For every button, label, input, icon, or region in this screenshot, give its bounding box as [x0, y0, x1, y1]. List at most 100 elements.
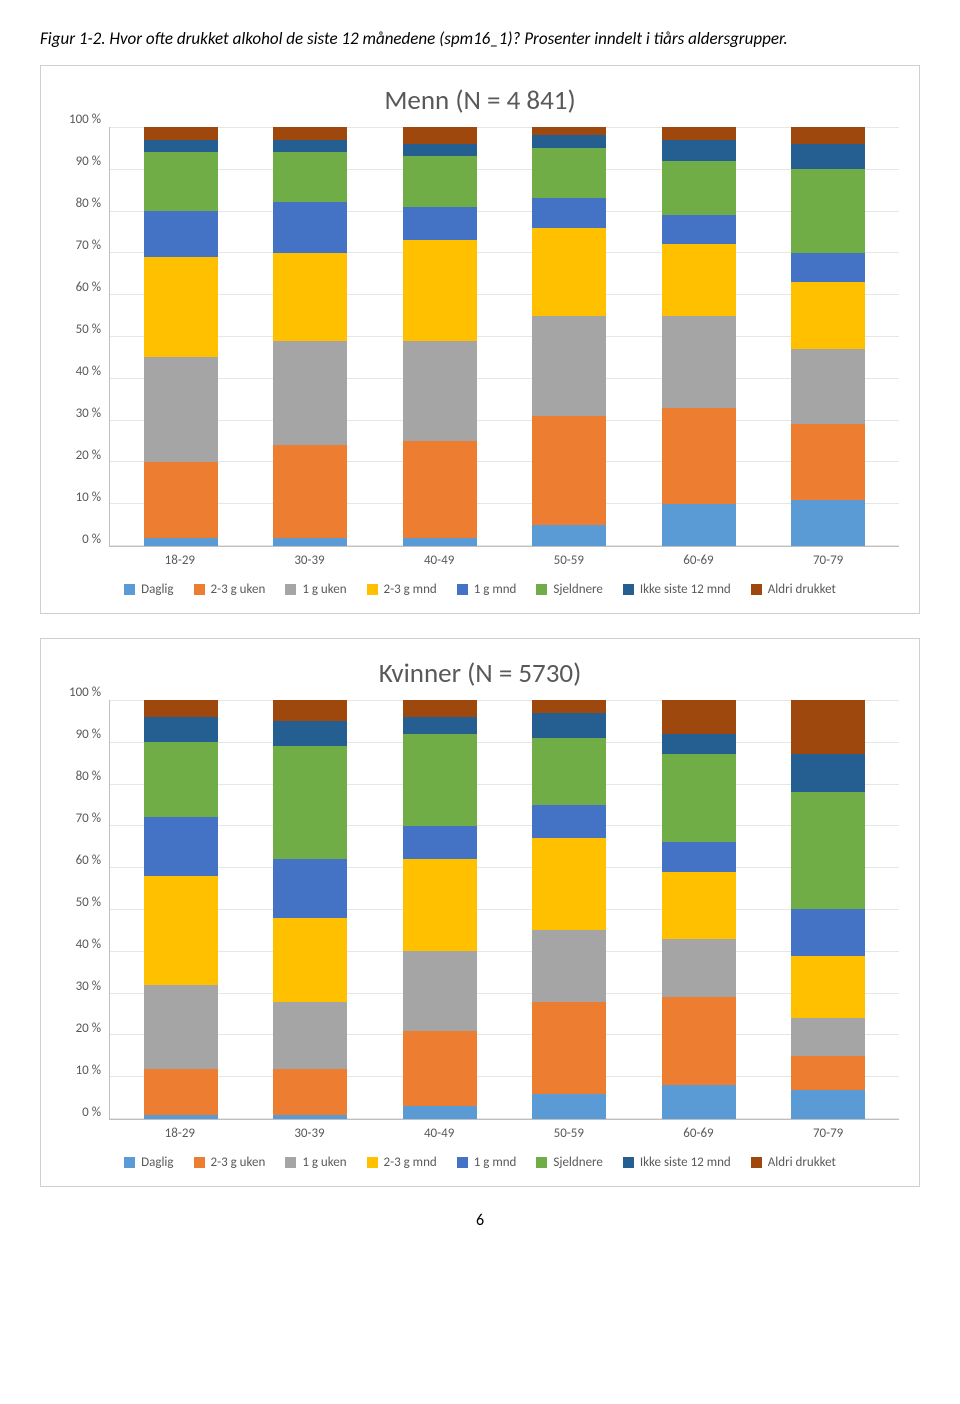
bar-70-79 [791, 700, 865, 1119]
seg-mnd23 [273, 918, 347, 1002]
seg-aldri [403, 127, 477, 144]
legend-label: Ikke siste 12 mnd [640, 582, 731, 597]
legend-label: 2-3 g uken [211, 1155, 266, 1170]
seg-mnd23 [403, 859, 477, 951]
legend-label: Aldri drukket [768, 582, 836, 597]
seg-ikke12 [662, 140, 736, 161]
seg-ikke12 [144, 140, 218, 153]
legend-label: 1 g mnd [474, 1155, 517, 1170]
legend-label: Sjeldnere [553, 1155, 603, 1170]
seg-sjeld [403, 156, 477, 206]
seg-ikke12 [532, 135, 606, 148]
y-axis: 100 %90 %80 %70 %60 %50 %40 %30 %20 %10 … [61, 127, 109, 547]
x-tick-label: 70-79 [791, 553, 865, 568]
bar-60-69 [662, 700, 736, 1119]
x-tick-label: 18-29 [143, 553, 217, 568]
x-tick-label: 30-39 [272, 553, 346, 568]
legend-item-mnd23: 2-3 g mnd [367, 582, 437, 597]
seg-mnd1 [791, 253, 865, 282]
x-tick-label: 40-49 [402, 1126, 476, 1141]
legend-item-mnd1: 1 g mnd [457, 582, 517, 597]
bar-40-49 [403, 127, 477, 546]
x-tick-label: 50-59 [532, 1126, 606, 1141]
seg-mnd23 [144, 257, 218, 358]
seg-ikke12 [403, 144, 477, 157]
bar-18-29 [144, 127, 218, 546]
x-axis: 18-2930-3940-4950-5960-6970-79 [109, 1120, 899, 1141]
bar-40-49 [403, 700, 477, 1119]
seg-mnd1 [144, 211, 218, 257]
seg-aldri [273, 700, 347, 721]
seg-uken1 [403, 951, 477, 1031]
seg-sjeld [144, 742, 218, 817]
legend-label: 2-3 g mnd [384, 582, 437, 597]
seg-uken23 [403, 441, 477, 537]
x-tick-label: 18-29 [143, 1126, 217, 1141]
seg-sjeld [532, 738, 606, 805]
seg-aldri [144, 700, 218, 717]
seg-sjeld [273, 152, 347, 202]
legend-item-uken23: 2-3 g uken [194, 582, 266, 597]
legend-item-daglig: Daglig [124, 582, 173, 597]
seg-daglig [273, 538, 347, 546]
bars-group [110, 700, 899, 1119]
plot-surface [109, 127, 899, 547]
legend-label: Aldri drukket [768, 1155, 836, 1170]
seg-uken1 [273, 1002, 347, 1069]
seg-daglig [662, 1085, 736, 1119]
bar-18-29 [144, 700, 218, 1119]
bar-30-39 [273, 127, 347, 546]
legend-swatch [367, 1157, 378, 1168]
seg-uken1 [662, 316, 736, 408]
seg-ikke12 [532, 713, 606, 738]
seg-sjeld [662, 754, 736, 842]
seg-sjeld [532, 148, 606, 198]
seg-uken1 [532, 930, 606, 1001]
legend-swatch [457, 1157, 468, 1168]
bars-group [110, 127, 899, 546]
seg-ikke12 [273, 140, 347, 153]
seg-daglig [662, 504, 736, 546]
legend-swatch [285, 1157, 296, 1168]
x-tick-label: 30-39 [272, 1126, 346, 1141]
seg-uken23 [144, 462, 218, 537]
charts-container: Menn (N = 4 841)100 %90 %80 %70 %60 %50 … [40, 65, 920, 1187]
seg-mnd1 [662, 842, 736, 871]
seg-sjeld [791, 169, 865, 253]
seg-uken1 [791, 1018, 865, 1056]
x-tick-label: 40-49 [402, 553, 476, 568]
seg-mnd23 [532, 838, 606, 930]
seg-aldri [791, 700, 865, 754]
seg-sjeld [273, 746, 347, 859]
seg-aldri [532, 127, 606, 135]
legend-label: 1 g mnd [474, 582, 517, 597]
seg-daglig [144, 538, 218, 546]
seg-daglig [273, 1115, 347, 1119]
legend-item-ikke12: Ikke siste 12 mnd [623, 1155, 731, 1170]
seg-ikke12 [144, 717, 218, 742]
legend-swatch [285, 584, 296, 595]
legend-item-daglig: Daglig [124, 1155, 173, 1170]
seg-aldri [662, 700, 736, 734]
legend: Daglig 2-3 g uken 1 g uken 2-3 g mnd 1 g mnd… [61, 1155, 899, 1170]
legend-item-mnd1: 1 g mnd [457, 1155, 517, 1170]
seg-mnd23 [662, 872, 736, 939]
legend-label: 1 g uken [302, 582, 346, 597]
legend-item-uken1: 1 g uken [285, 582, 346, 597]
seg-uken1 [662, 939, 736, 998]
seg-uken23 [662, 408, 736, 504]
bar-30-39 [273, 700, 347, 1119]
seg-uken23 [532, 416, 606, 525]
figure-caption: Figur 1-2. Hvor ofte drukket alkohol de … [40, 28, 920, 51]
seg-mnd1 [403, 826, 477, 860]
seg-mnd1 [144, 817, 218, 876]
plot-area: 100 %90 %80 %70 %60 %50 %40 %30 %20 %10 … [61, 700, 899, 1120]
legend-item-aldri: Aldri drukket [751, 1155, 836, 1170]
page-number: 6 [40, 1211, 920, 1230]
legend-label: 1 g uken [302, 1155, 346, 1170]
legend-label: 2-3 g mnd [384, 1155, 437, 1170]
legend-label: 2-3 g uken [211, 582, 266, 597]
legend-swatch [124, 1157, 135, 1168]
seg-mnd1 [532, 198, 606, 227]
seg-mnd23 [662, 244, 736, 315]
